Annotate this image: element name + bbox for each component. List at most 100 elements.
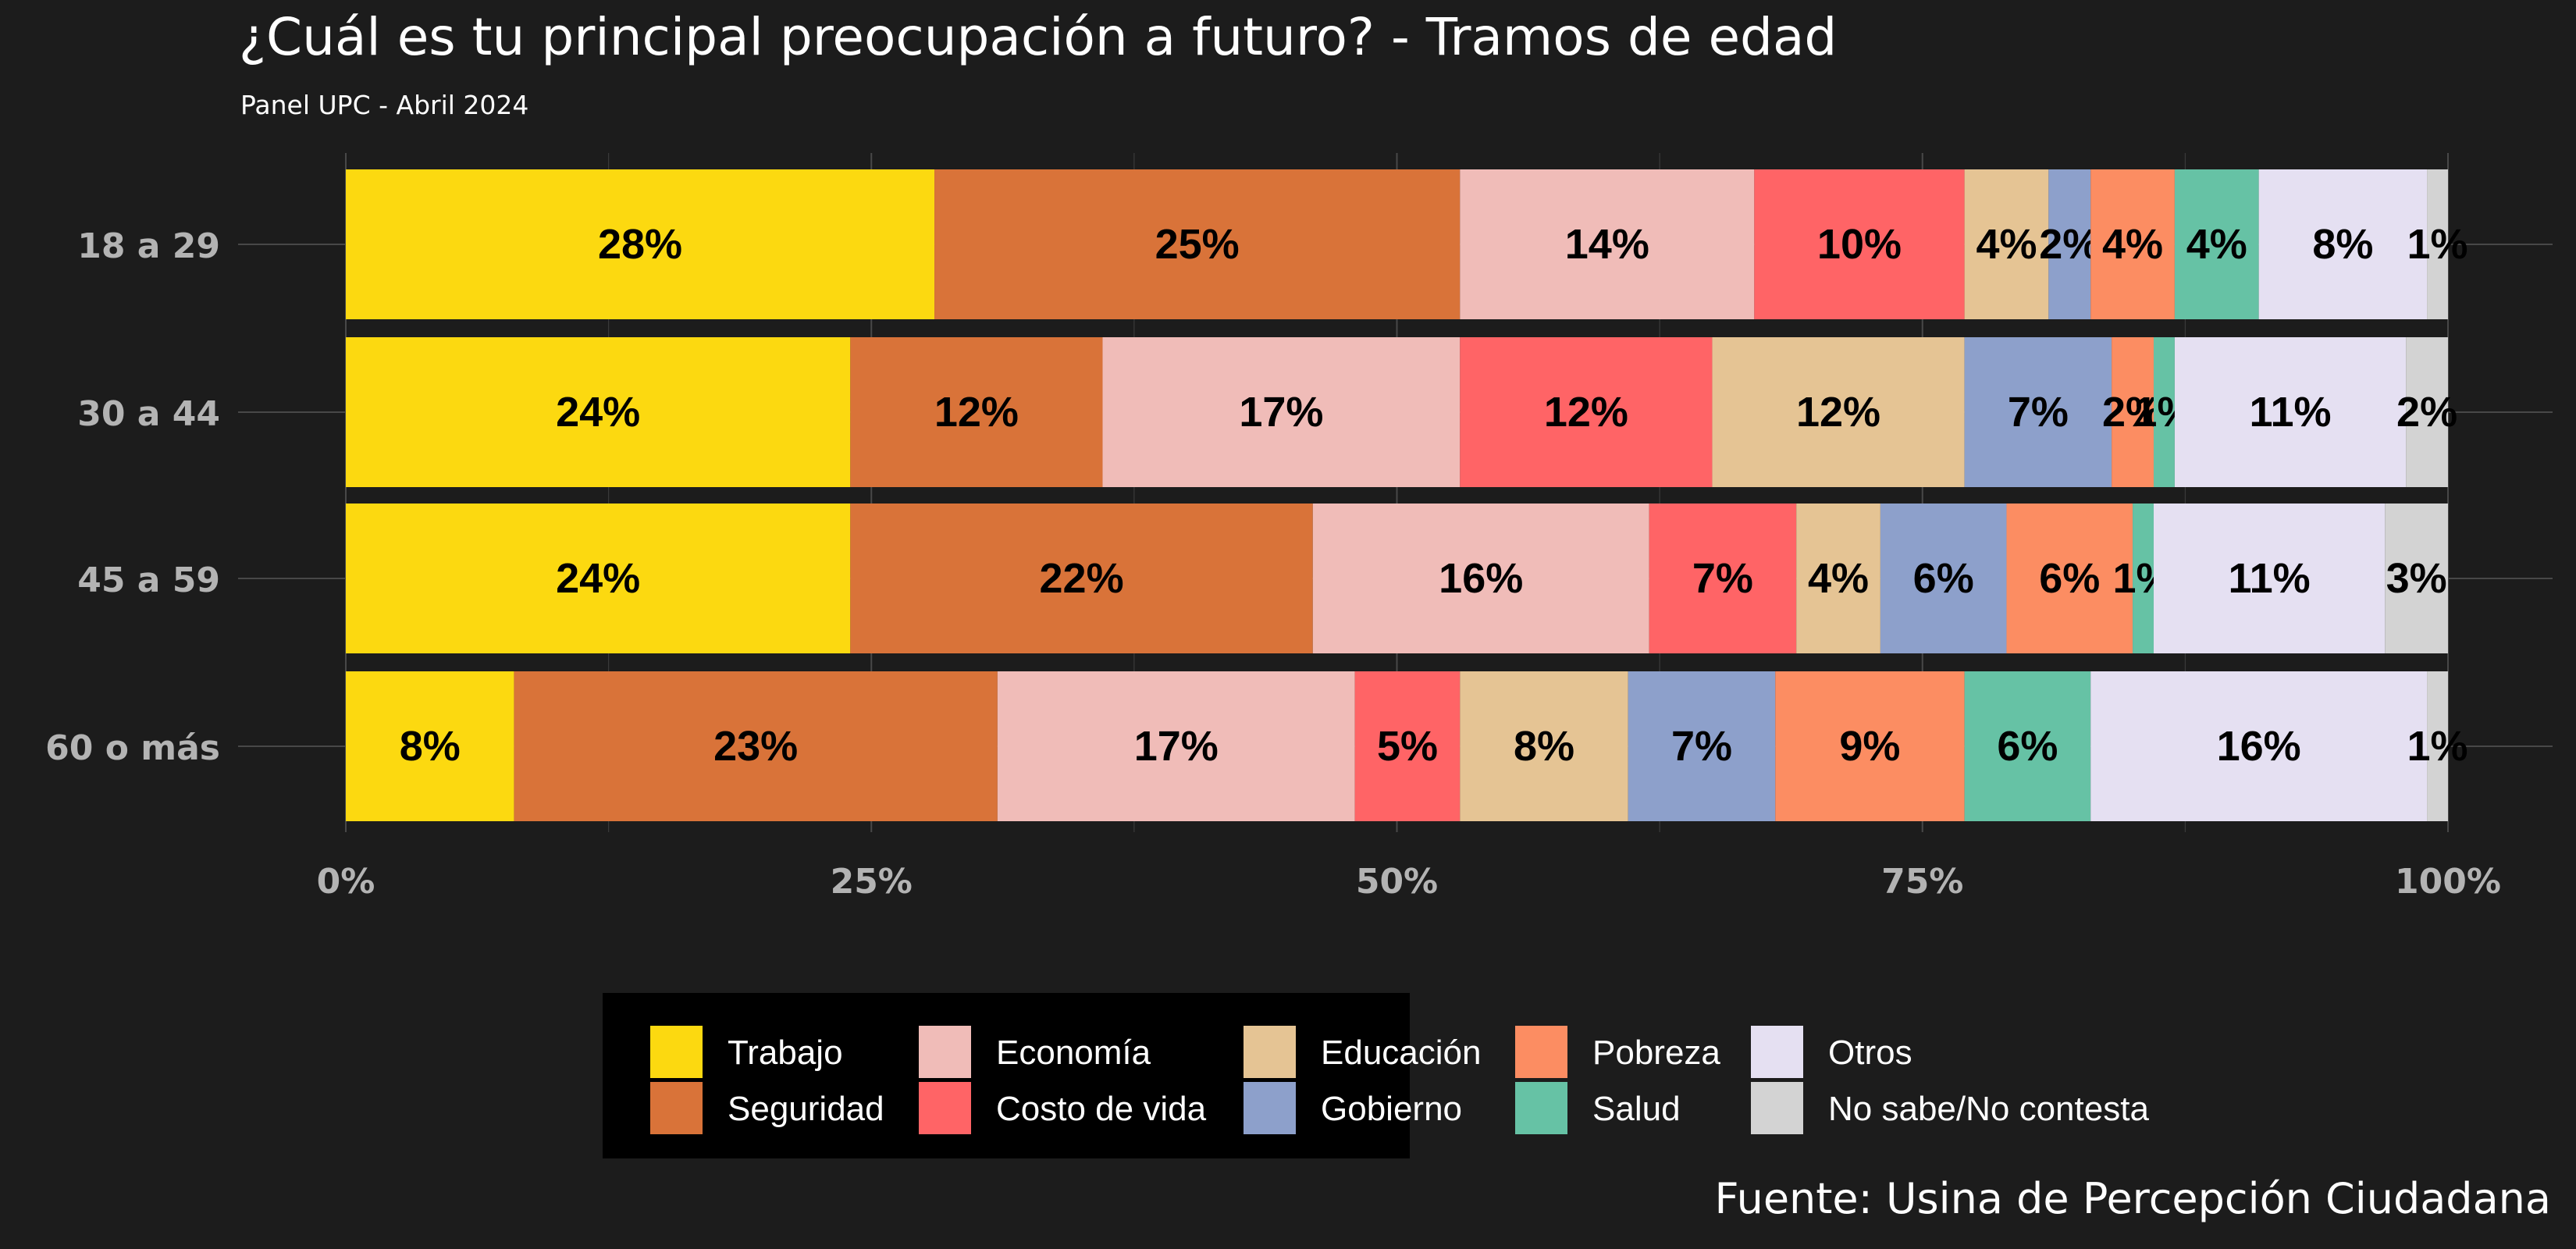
legend-key bbox=[1515, 1026, 1567, 1078]
data-label: 16% bbox=[1439, 555, 1523, 602]
legend-label: Costo de vida bbox=[996, 1090, 1207, 1128]
y-tick-label: 18 a 29 bbox=[77, 226, 220, 266]
bar-segment bbox=[2153, 337, 2175, 487]
bar-segment bbox=[1880, 504, 2007, 653]
data-label: 23% bbox=[713, 723, 798, 770]
legend-key bbox=[1244, 1082, 1296, 1134]
bar-segment bbox=[1354, 671, 1461, 821]
bar-segment bbox=[1460, 169, 1755, 319]
bar-segment bbox=[1460, 337, 1713, 487]
bars-layer: 28% 25% 14% 10% 4% 2% 4% 4% 8% 1%24% 12% 17% 12% 12% 7… bbox=[346, 169, 2468, 821]
bar-segment bbox=[2385, 504, 2448, 653]
y-tick-label: 45 a 59 bbox=[77, 560, 220, 600]
data-label: 1% bbox=[2407, 723, 2468, 770]
bar-segment bbox=[2406, 337, 2448, 487]
bar-segment bbox=[514, 671, 998, 821]
legend-key bbox=[919, 1082, 971, 1134]
bar-segment bbox=[346, 504, 851, 653]
legend-label: Seguridad bbox=[728, 1090, 884, 1128]
bar-segment bbox=[346, 337, 851, 487]
bar-segment bbox=[1628, 671, 1776, 821]
bar-segment bbox=[2090, 169, 2175, 319]
bar-segment bbox=[2258, 169, 2428, 319]
legend-key bbox=[1751, 1082, 1803, 1134]
bar-segment bbox=[2090, 671, 2428, 821]
bar-segment bbox=[1964, 169, 2049, 319]
bar-segment bbox=[1460, 671, 1628, 821]
legend-layer: Trabajo Seguridad Economía Costo de vida Edu… bbox=[650, 1026, 2149, 1134]
bar-segment bbox=[346, 671, 514, 821]
data-label: 8% bbox=[400, 723, 461, 770]
legend-label: Educación bbox=[1321, 1034, 1481, 1072]
data-label: 7% bbox=[1692, 555, 1753, 602]
data-label: 2% bbox=[2102, 389, 2163, 436]
data-label: 14% bbox=[1565, 221, 1649, 268]
bar-segment bbox=[2174, 337, 2407, 487]
legend-key bbox=[1244, 1026, 1296, 1078]
data-label: 7% bbox=[2008, 389, 2069, 436]
bar-segment bbox=[2133, 504, 2154, 653]
data-label: 4% bbox=[2102, 221, 2163, 268]
data-label: 5% bbox=[1377, 723, 1438, 770]
data-label: 6% bbox=[2039, 555, 2100, 602]
bar-segment bbox=[1102, 337, 1461, 487]
legend-key bbox=[1515, 1082, 1567, 1134]
data-label: 6% bbox=[1997, 723, 2058, 770]
bar-segment bbox=[2174, 169, 2259, 319]
data-label: 12% bbox=[1796, 389, 1880, 436]
legend-key bbox=[919, 1026, 971, 1078]
data-label: 17% bbox=[1134, 723, 1219, 770]
data-label: 11% bbox=[2229, 555, 2311, 602]
bar-segment bbox=[1649, 504, 1797, 653]
data-label: 8% bbox=[1514, 723, 1574, 770]
data-label: 2% bbox=[2396, 389, 2457, 436]
legend-key bbox=[650, 1082, 703, 1134]
bar-segment bbox=[1312, 504, 1649, 653]
data-label: 17% bbox=[1239, 389, 1323, 436]
x-tick-label: 0% bbox=[317, 862, 375, 902]
legend-label: Gobierno bbox=[1321, 1090, 1462, 1128]
legend-label: Otros bbox=[1828, 1034, 1912, 1072]
legend-label: No sabe/No contesta bbox=[1828, 1090, 2149, 1128]
bar-segment bbox=[346, 169, 935, 319]
bar-segment bbox=[1754, 169, 1965, 319]
data-label: 16% bbox=[2217, 723, 2301, 770]
legend-label: Pobreza bbox=[1592, 1034, 1720, 1072]
bar-segment bbox=[2048, 169, 2091, 319]
bar-segment bbox=[1964, 337, 2112, 487]
y-tick-label: 30 a 44 bbox=[77, 394, 220, 434]
bar-segment bbox=[2427, 169, 2448, 319]
legend-key bbox=[650, 1026, 703, 1078]
data-label: 8% bbox=[2312, 221, 2373, 268]
data-label: 12% bbox=[1544, 389, 1628, 436]
data-label: 25% bbox=[1155, 221, 1240, 268]
data-label: 24% bbox=[556, 555, 640, 602]
bar-segment bbox=[1964, 671, 2091, 821]
x-tick-label: 50% bbox=[1356, 862, 1438, 902]
data-label: 7% bbox=[1671, 723, 1732, 770]
data-label: 6% bbox=[1913, 555, 1974, 602]
data-label: 1% bbox=[2407, 221, 2468, 268]
x-tick-label: 25% bbox=[831, 862, 913, 902]
bar-segment bbox=[2427, 671, 2448, 821]
bar-segment bbox=[934, 169, 1461, 319]
chart-subtitle: Panel UPC - Abril 2024 bbox=[240, 90, 528, 120]
legend-label: Salud bbox=[1592, 1090, 1681, 1128]
x-tick-label: 100% bbox=[2395, 862, 2501, 902]
data-label: 4% bbox=[1808, 555, 1869, 602]
bar-segment bbox=[997, 671, 1355, 821]
data-label: 4% bbox=[1976, 221, 2037, 268]
data-label: 12% bbox=[934, 389, 1019, 436]
bar-segment bbox=[2153, 504, 2386, 653]
x-tick-label: 75% bbox=[1881, 862, 1963, 902]
data-label: 22% bbox=[1040, 555, 1124, 602]
legend-label: Trabajo bbox=[728, 1034, 843, 1072]
bar-segment bbox=[2112, 337, 2154, 487]
data-label: 11% bbox=[2249, 389, 2331, 436]
y-tick-label: 60 o más bbox=[45, 728, 220, 768]
chart-title: ¿Cuál es tu principal preocupación a fut… bbox=[239, 7, 1837, 67]
legend-key bbox=[1751, 1026, 1803, 1078]
bar-segment bbox=[1775, 671, 1965, 821]
axis-layer: 18 a 29 30 a 44 45 a 59 60 o más 0% 25% 50% 75%… bbox=[45, 226, 2501, 902]
